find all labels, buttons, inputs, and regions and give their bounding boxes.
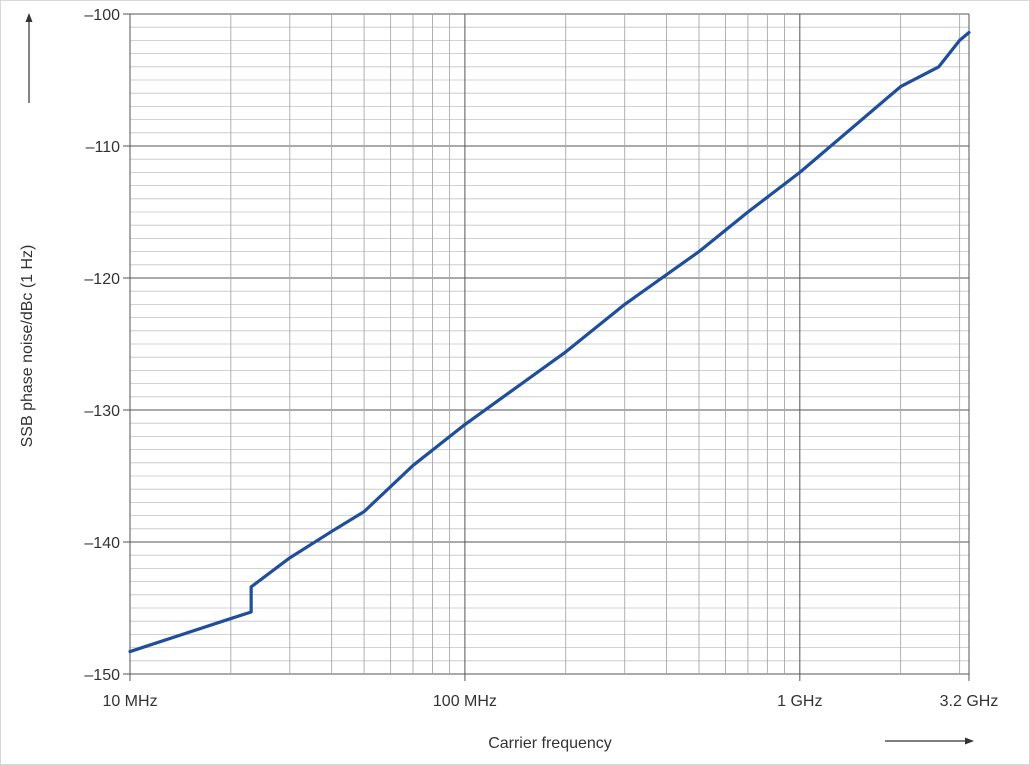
y-tick-label: –130: [84, 403, 120, 420]
x-axis-label: Carrier frequency: [488, 735, 612, 752]
y-tick-label: –110: [86, 139, 121, 156]
y-tick-label: –120: [84, 271, 120, 288]
x-tick-label: 100 MHz: [433, 693, 497, 710]
y-direction-arrow: [25, 13, 33, 103]
x-tick-label: 10 MHz: [102, 693, 157, 710]
y-tick-label: –100: [84, 7, 120, 24]
phase-noise-series-line: [128, 30, 971, 654]
series-layer: [128, 30, 971, 654]
y-tick-label: –140: [84, 535, 120, 552]
y-tick-label: –150: [84, 667, 120, 684]
tick-labels: 10 MHz 100 MHz 1 GHz 3.2 GHz –100 –110 –120 –13…: [84, 7, 998, 710]
y-axis-label: SSB phase noise/dBc (1 Hz): [19, 245, 36, 448]
x-direction-arrow: [885, 737, 974, 745]
x-tick-label: 1 GHz: [777, 693, 822, 710]
grid: [129, 13, 970, 675]
x-tick-label: 3.2 GHz: [940, 693, 999, 710]
